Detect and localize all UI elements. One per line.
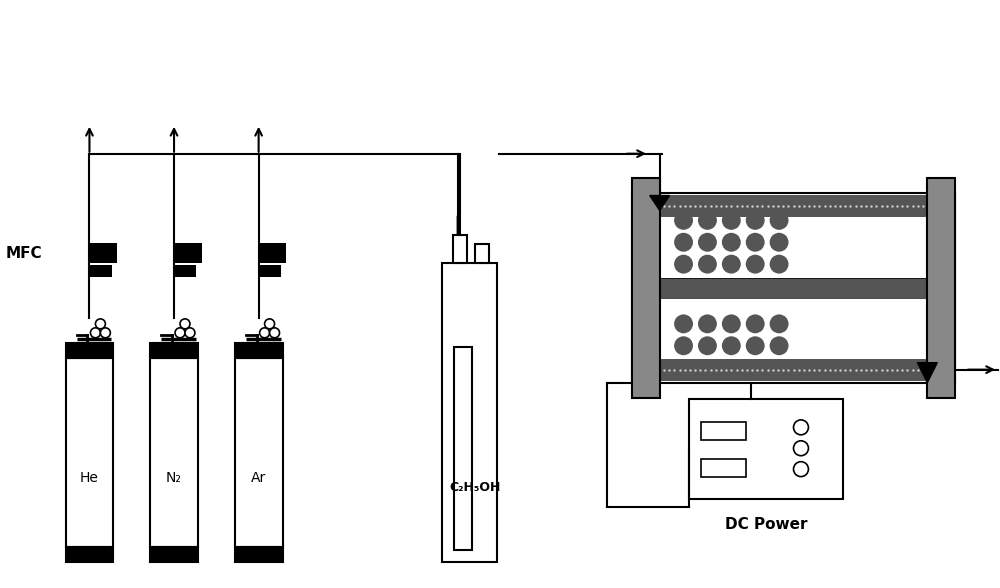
Bar (927, 178, 955, 399)
Bar (259, 265, 281, 277)
Bar (475, 243, 489, 263)
Text: MFC: MFC (6, 246, 43, 260)
Bar (174, 265, 196, 277)
Circle shape (674, 233, 693, 252)
Bar (689, 399, 843, 499)
Bar (89, 243, 117, 263)
Bar (701, 459, 746, 477)
Bar (66, 358, 113, 547)
Circle shape (746, 233, 765, 252)
Circle shape (746, 315, 765, 333)
Circle shape (265, 319, 275, 329)
Circle shape (698, 336, 717, 355)
Bar (150, 343, 198, 358)
Text: N₂: N₂ (166, 472, 182, 486)
Circle shape (90, 328, 100, 338)
Circle shape (698, 211, 717, 230)
Circle shape (674, 315, 693, 333)
Polygon shape (917, 363, 937, 383)
Bar (442, 263, 497, 562)
Circle shape (722, 233, 741, 252)
Bar (454, 347, 472, 550)
Bar (150, 358, 198, 547)
Circle shape (260, 328, 270, 338)
Circle shape (95, 319, 105, 329)
Circle shape (674, 211, 693, 230)
Text: Ar: Ar (251, 472, 266, 486)
Text: DC Power: DC Power (725, 517, 807, 532)
Text: He: He (80, 472, 99, 486)
Circle shape (770, 315, 789, 333)
Bar (650, 195, 937, 218)
Bar (150, 547, 198, 562)
Circle shape (698, 233, 717, 252)
Bar (235, 358, 283, 547)
Circle shape (722, 315, 741, 333)
Circle shape (270, 328, 280, 338)
Bar (453, 235, 467, 263)
Circle shape (770, 211, 789, 230)
Circle shape (185, 328, 195, 338)
Circle shape (746, 255, 765, 273)
Circle shape (770, 255, 789, 273)
Circle shape (722, 211, 741, 230)
Circle shape (794, 462, 808, 477)
Bar (632, 193, 955, 383)
Circle shape (180, 319, 190, 329)
Circle shape (770, 233, 789, 252)
Circle shape (674, 255, 693, 273)
Circle shape (674, 336, 693, 355)
Circle shape (698, 255, 717, 273)
Bar (174, 243, 202, 263)
Bar (259, 243, 286, 263)
Bar (650, 359, 937, 380)
Bar (632, 278, 955, 298)
Bar (89, 265, 112, 277)
Circle shape (794, 441, 808, 456)
Bar (66, 343, 113, 358)
Bar (701, 422, 746, 440)
Circle shape (746, 336, 765, 355)
Circle shape (698, 315, 717, 333)
Circle shape (722, 255, 741, 273)
Circle shape (746, 211, 765, 230)
Bar (235, 547, 283, 562)
Text: C₂H₅OH: C₂H₅OH (449, 480, 500, 493)
Circle shape (175, 328, 185, 338)
Bar (632, 178, 660, 399)
Bar (235, 343, 283, 358)
Circle shape (770, 336, 789, 355)
Bar (66, 547, 113, 562)
Circle shape (722, 336, 741, 355)
Polygon shape (650, 195, 670, 211)
Circle shape (794, 420, 808, 435)
Circle shape (100, 328, 110, 338)
